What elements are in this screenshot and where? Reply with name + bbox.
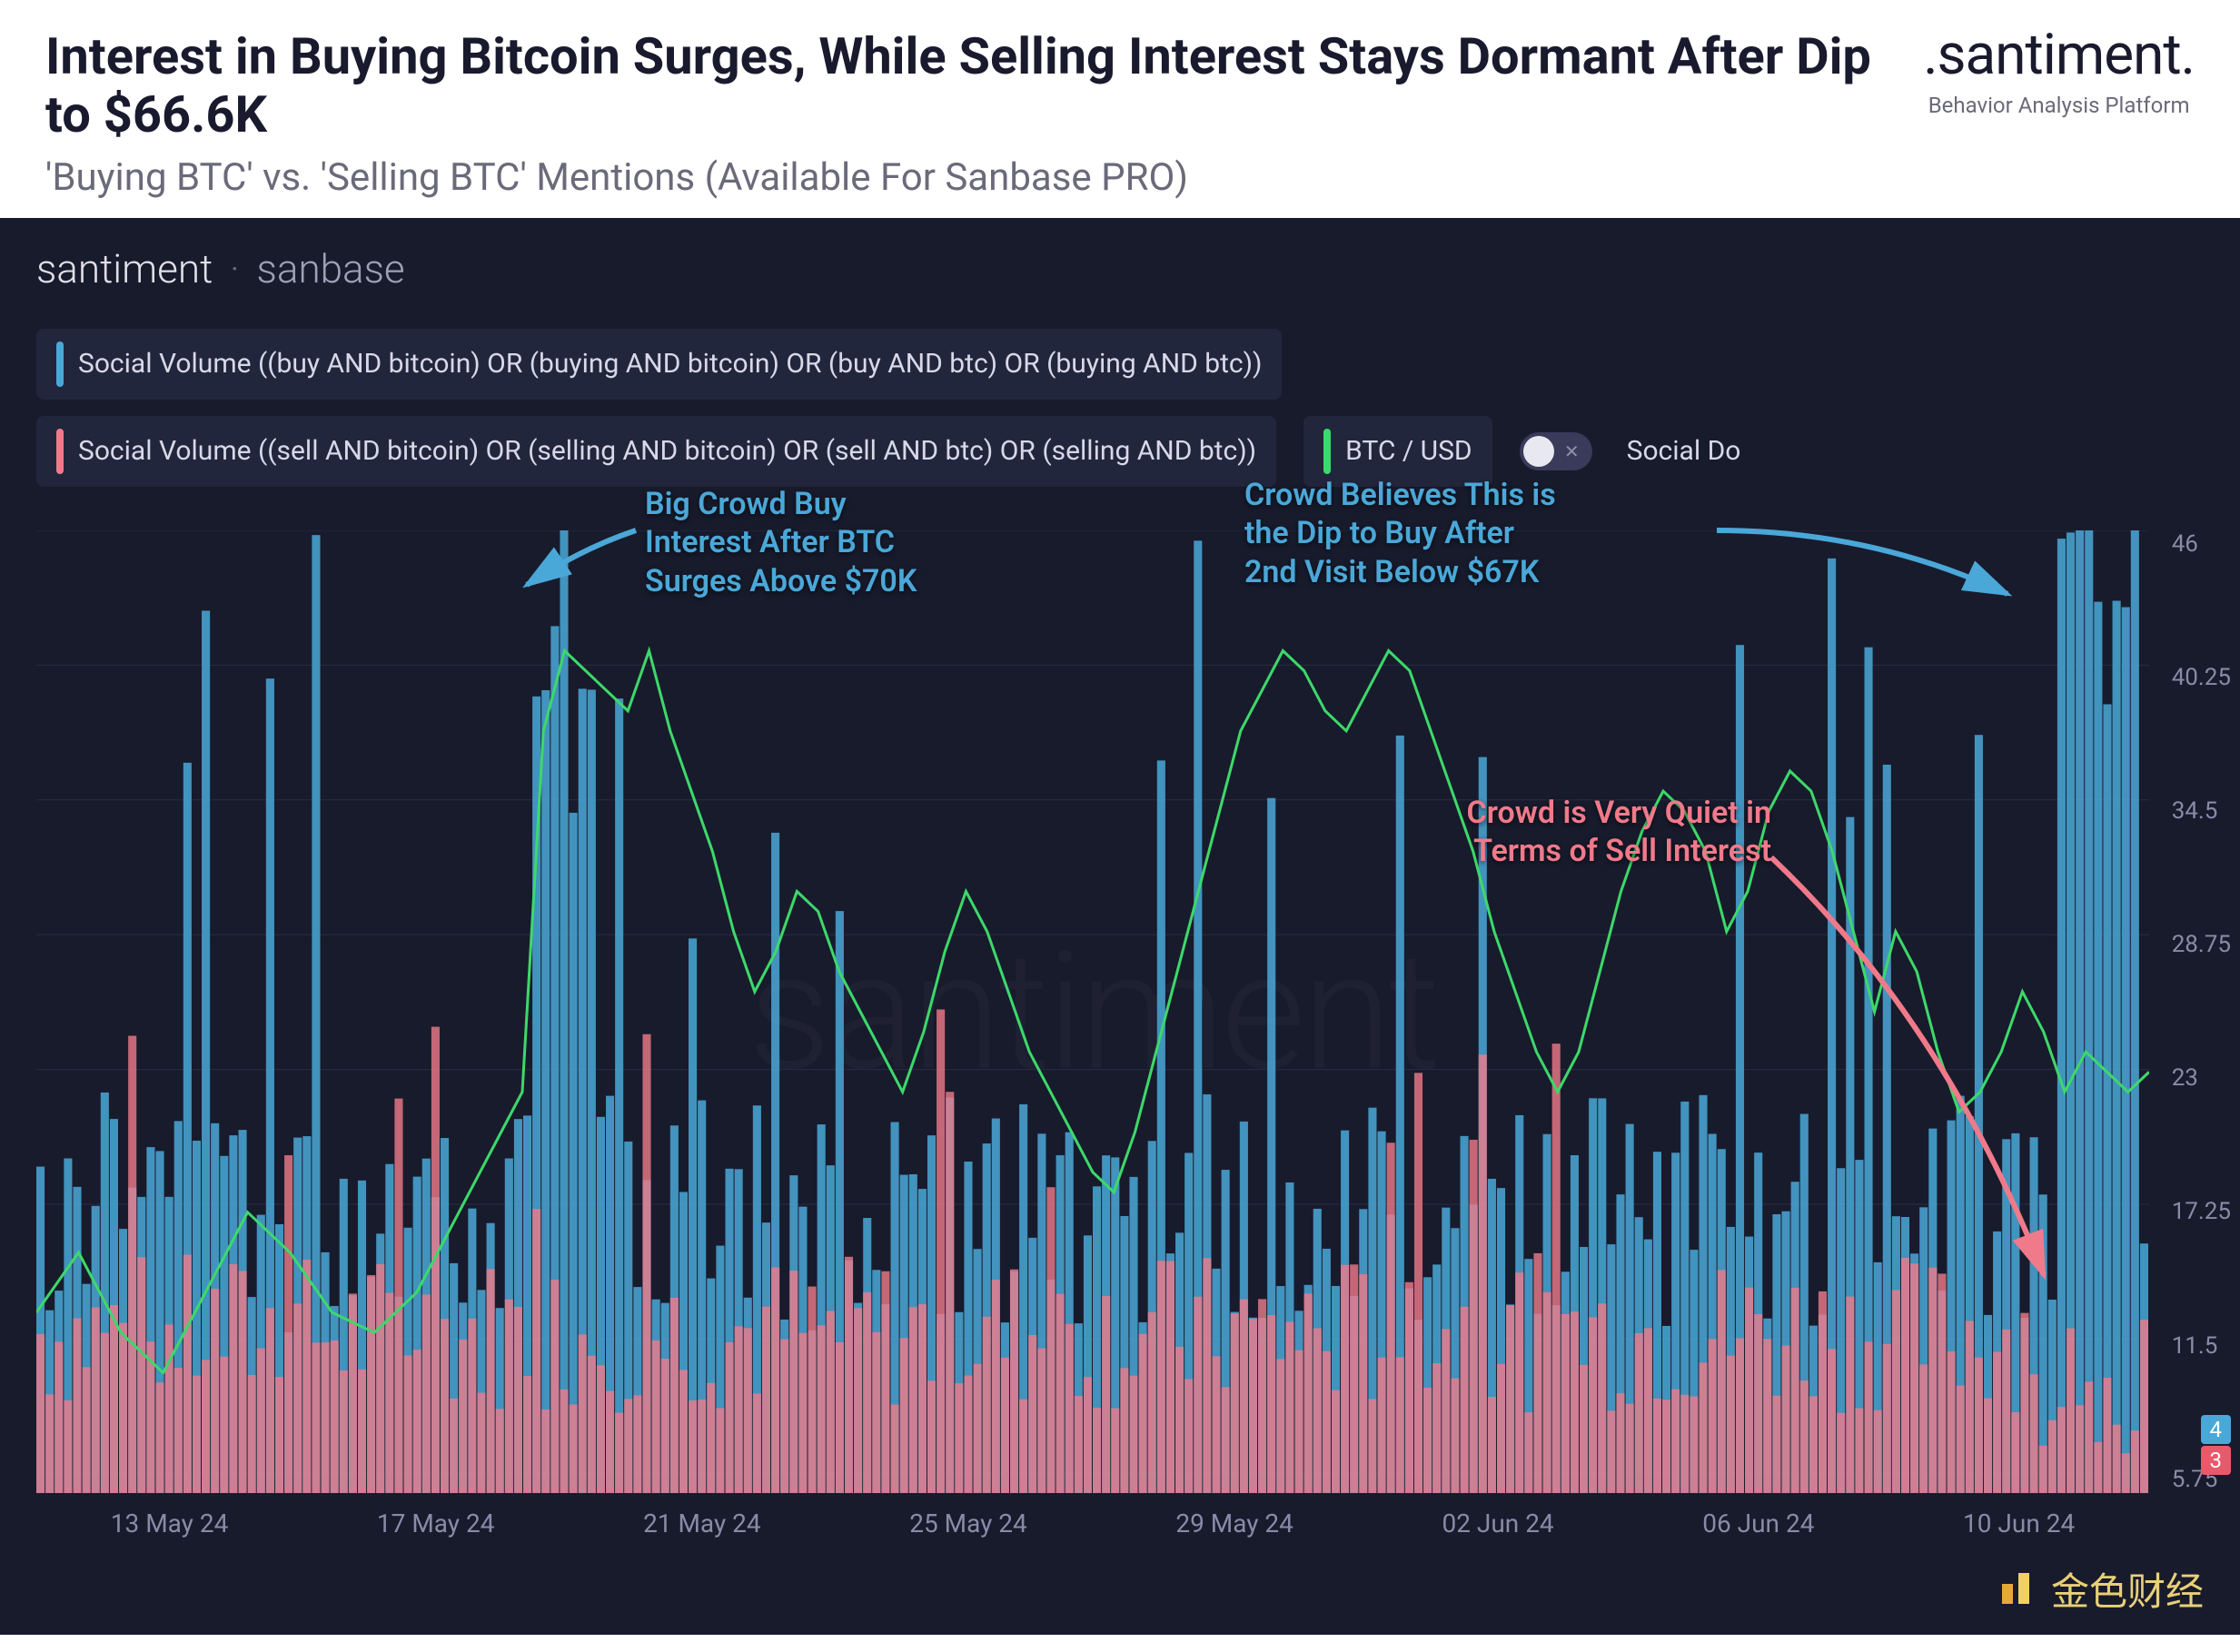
legend-price-swatch [1323,429,1331,474]
chart-container: santiment · sanbase Social Volume ((buy … [0,218,2240,1635]
legend-buy-label: Social Volume ((buy AND bitcoin) OR (buy… [78,348,1262,380]
arrow-icon [1762,839,2062,1293]
x-tick: 25 May 24 [909,1509,1027,1538]
y-tick: 40.25 [2172,664,2231,691]
header-text: Interest in Buying Bitcoin Surges, While… [45,27,1878,200]
chart-plot[interactable]: santiment 4640.2534.528.752317.2511.55.7… [36,530,2149,1493]
santiment-logo: .santiment. [1923,27,2195,84]
x-tick: 17 May 24 [377,1509,495,1538]
social-toggle[interactable]: ✕ [1520,432,1592,470]
legend-sell-swatch [56,429,64,474]
chart-brand-sub: sanbase [257,245,405,292]
x-tick: 21 May 24 [643,1509,761,1538]
x-tick: 06 Jun 24 [1702,1509,1814,1538]
x-tick: 02 Jun 24 [1442,1509,1553,1538]
annotation-buy-surge: Big Crowd BuyInterest After BTCSurges Ab… [645,485,1054,601]
x-tick: 29 May 24 [1175,1509,1293,1538]
close-icon: ✕ [1564,440,1580,462]
arrow-icon [1708,512,2026,621]
y-badge-buy: 4 [2201,1415,2232,1444]
y-tick: 11.5 [2172,1332,2231,1360]
y-current-values: 4 3 [2201,1415,2232,1477]
legend-buy-swatch [56,341,64,387]
source-label: 金色财经 [2051,1561,2204,1617]
legend-buy[interactable]: Social Volume ((buy AND bitcoin) OR (buy… [36,329,1282,400]
y-tick: 17.25 [2172,1198,2231,1225]
legend-price-label: BTC / USD [1345,435,1472,467]
source-watermark: 金色财经 [1995,1561,2204,1617]
toggle-knob [1523,436,1554,467]
page-subtitle: 'Buying BTC' vs. 'Selling BTC' Mentions … [45,155,1878,200]
legend-sell[interactable]: Social Volume ((sell AND bitcoin) OR (se… [36,416,1276,487]
y-axis: 4640.2534.528.752317.2511.55.75 [2172,530,2231,1493]
source-icon [1995,1566,2040,1611]
y-tick: 28.75 [2172,931,2231,958]
y-tick: 23 [2172,1064,2231,1092]
annotation-dip-buy: Crowd Believes This isthe Dip to Buy Aft… [1244,476,1699,592]
y-badge-sell: 3 [2201,1446,2232,1475]
x-axis: 13 May 24 17 May 24 21 May 24 25 May 24 29 M… [36,1509,2149,1538]
chart-brand-row: santiment · sanbase [0,218,2240,311]
arrow-icon [509,512,645,603]
brand-separator: · [230,245,240,292]
header-bar: Interest in Buying Bitcoin Surges, While… [0,0,2240,218]
logo-tagline: Behavior Analysis Platform [1928,93,2190,118]
page-title: Interest in Buying Bitcoin Surges, While… [45,27,1878,144]
annotation-sell-quiet: Crowd is Very Quiet inTerms of Sell Inte… [1335,794,1771,871]
y-tick: 34.5 [2172,797,2231,825]
toggle-label: Social Do [1627,435,1741,467]
legend-sell-label: Social Volume ((sell AND bitcoin) OR (se… [78,435,1256,467]
chart-brand: santiment [36,245,213,292]
y-tick: 46 [2172,530,2231,558]
legend-area: Social Volume ((buy AND bitcoin) OR (buy… [0,311,2240,512]
x-tick: 10 Jun 24 [1963,1509,2075,1538]
logo-block: .santiment. Behavior Analysis Platform [1923,27,2195,118]
x-tick: 13 May 24 [111,1509,229,1538]
